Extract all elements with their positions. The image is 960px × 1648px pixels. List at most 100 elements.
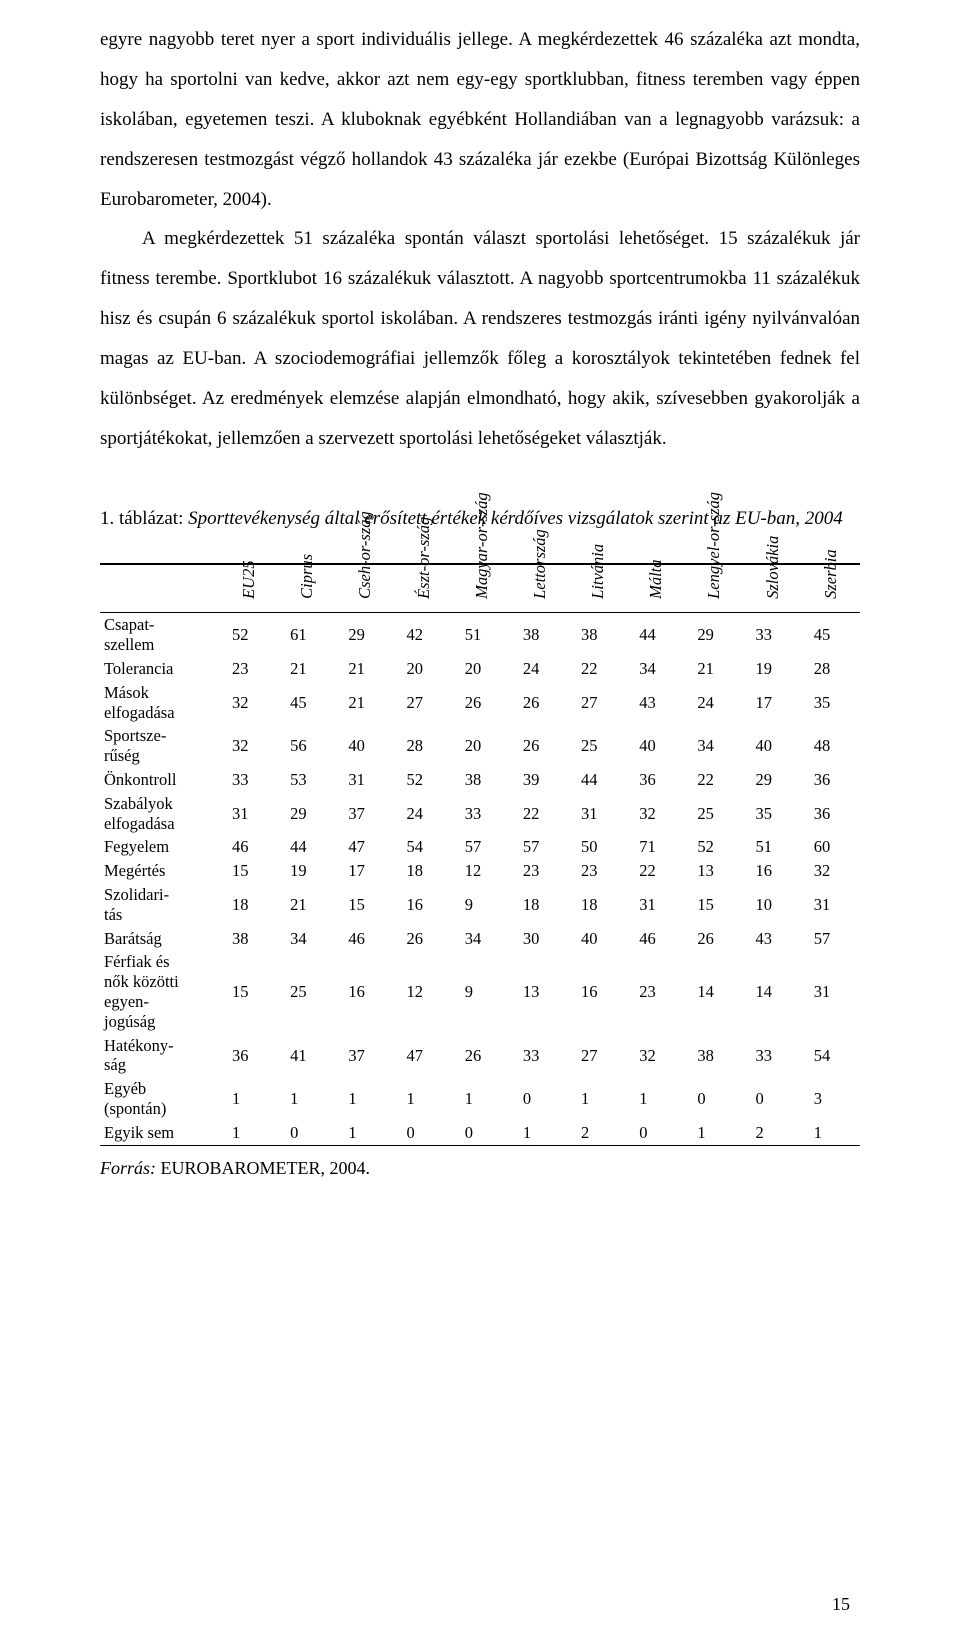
cell-value: 45 <box>802 613 860 657</box>
cell-value: 52 <box>220 613 278 657</box>
cell-value: 1 <box>802 1121 860 1145</box>
cell-value: 42 <box>395 613 453 657</box>
column-header: Szerbia <box>802 564 860 613</box>
column-header-label: Litvánia <box>588 579 608 599</box>
column-header: Szlovákia <box>744 564 802 613</box>
page: egyre nagyobb teret nyer a sport individ… <box>0 0 960 1648</box>
table-row: Egyik sem10100120121 <box>100 1121 860 1145</box>
table-row: Barátság3834462634304046264357 <box>100 927 860 951</box>
body-text: egyre nagyobb teret nyer a sport individ… <box>100 20 860 459</box>
cell-value: 34 <box>685 724 743 768</box>
cell-value: 35 <box>802 681 860 725</box>
cell-value: 10 <box>744 883 802 927</box>
column-header-label: Észt-or-szág <box>414 579 434 599</box>
row-label: Másokelfogadása <box>100 681 220 725</box>
row-label: Hatékony-ság <box>100 1034 220 1078</box>
cell-value: 2 <box>744 1121 802 1145</box>
table-row: Férfiak ésnők közöttiegyen-jogúság152516… <box>100 950 860 1033</box>
cell-value: 32 <box>220 724 278 768</box>
cell-value: 0 <box>685 1077 743 1121</box>
table-row: Hatékony-ság3641374726332732383354 <box>100 1034 860 1078</box>
cell-value: 37 <box>336 792 394 836</box>
cell-value: 1 <box>569 1077 627 1121</box>
cell-value: 1 <box>627 1077 685 1121</box>
cell-value: 21 <box>336 657 394 681</box>
table-row: Szolidari-tás182115169181831151031 <box>100 883 860 927</box>
cell-value: 22 <box>511 792 569 836</box>
column-header-label: Cseh-or-szág <box>356 579 376 599</box>
cell-value: 38 <box>220 927 278 951</box>
cell-value: 1 <box>336 1121 394 1145</box>
cell-value: 31 <box>220 792 278 836</box>
cell-value: 17 <box>336 859 394 883</box>
cell-value: 12 <box>453 859 511 883</box>
column-header: Lengyel-or-szág <box>685 564 743 613</box>
cell-value: 54 <box>802 1034 860 1078</box>
cell-value: 22 <box>627 859 685 883</box>
row-label: Szabályokelfogadása <box>100 792 220 836</box>
cell-value: 27 <box>569 1034 627 1078</box>
cell-value: 22 <box>685 768 743 792</box>
cell-value: 33 <box>453 792 511 836</box>
cell-value: 50 <box>569 835 627 859</box>
row-label: Férfiak ésnők közöttiegyen-jogúság <box>100 950 220 1033</box>
cell-value: 36 <box>220 1034 278 1078</box>
cell-value: 53 <box>278 768 336 792</box>
cell-value: 19 <box>744 657 802 681</box>
cell-value: 32 <box>220 681 278 725</box>
cell-value: 27 <box>395 681 453 725</box>
cell-value: 46 <box>336 927 394 951</box>
table-row: Csapat-szellem5261294251383844293345 <box>100 613 860 657</box>
cell-value: 31 <box>627 883 685 927</box>
column-header-label: Málta <box>646 579 666 599</box>
paragraph-1: egyre nagyobb teret nyer a sport individ… <box>100 20 860 219</box>
cell-value: 57 <box>802 927 860 951</box>
cell-value: 13 <box>511 950 569 1033</box>
cell-value: 61 <box>278 613 336 657</box>
row-label: Megértés <box>100 859 220 883</box>
cell-value: 48 <box>802 724 860 768</box>
column-header: Málta <box>627 564 685 613</box>
cell-value: 40 <box>336 724 394 768</box>
cell-value: 14 <box>744 950 802 1033</box>
cell-value: 27 <box>569 681 627 725</box>
cell-value: 0 <box>511 1077 569 1121</box>
cell-value: 28 <box>802 657 860 681</box>
cell-value: 21 <box>336 681 394 725</box>
cell-value: 0 <box>627 1121 685 1145</box>
cell-value: 38 <box>685 1034 743 1078</box>
cell-value: 34 <box>453 927 511 951</box>
cell-value: 29 <box>336 613 394 657</box>
cell-value: 23 <box>511 859 569 883</box>
cell-value: 31 <box>802 950 860 1033</box>
cell-value: 23 <box>220 657 278 681</box>
cell-value: 25 <box>569 724 627 768</box>
cell-value: 46 <box>627 927 685 951</box>
column-header: EU25 <box>220 564 278 613</box>
cell-value: 51 <box>744 835 802 859</box>
cell-value: 36 <box>802 768 860 792</box>
cell-value: 21 <box>685 657 743 681</box>
table-row: Másokelfogadása3245212726262743241735 <box>100 681 860 725</box>
cell-value: 44 <box>569 768 627 792</box>
cell-value: 24 <box>395 792 453 836</box>
cell-value: 31 <box>336 768 394 792</box>
cell-value: 29 <box>744 768 802 792</box>
cell-value: 39 <box>511 768 569 792</box>
cell-value: 47 <box>336 835 394 859</box>
cell-value: 15 <box>220 950 278 1033</box>
row-label: Szolidari-tás <box>100 883 220 927</box>
cell-value: 21 <box>278 883 336 927</box>
column-header-label: Szerbia <box>821 579 841 599</box>
cell-value: 44 <box>627 613 685 657</box>
cell-value: 36 <box>627 768 685 792</box>
cell-value: 1 <box>685 1121 743 1145</box>
cell-value: 33 <box>744 1034 802 1078</box>
cell-value: 16 <box>569 950 627 1033</box>
cell-value: 26 <box>395 927 453 951</box>
cell-value: 9 <box>453 883 511 927</box>
header-row: EU25CiprusCseh-or-szágÉszt-or-szágMagyar… <box>100 564 860 613</box>
cell-value: 20 <box>453 724 511 768</box>
table-row: Fegyelem4644475457575071525160 <box>100 835 860 859</box>
cell-value: 37 <box>336 1034 394 1078</box>
